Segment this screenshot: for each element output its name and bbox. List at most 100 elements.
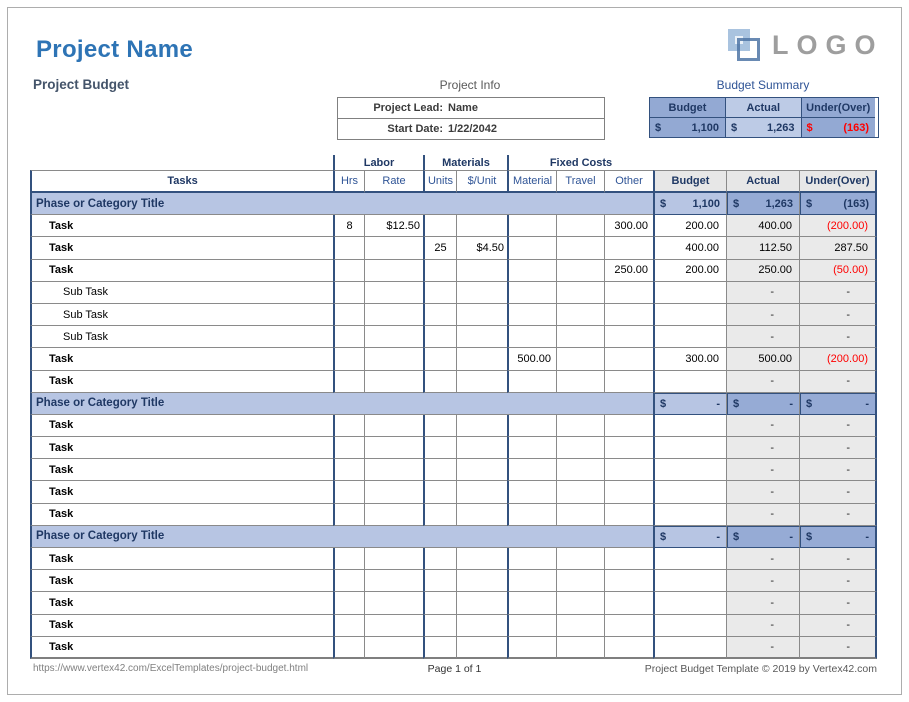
- subtask-hrs-cell[interactable]: [333, 326, 365, 349]
- phase-under-cell[interactable]: $ -: [800, 525, 877, 548]
- task-other-cell[interactable]: [605, 371, 653, 393]
- task-travel-cell[interactable]: [557, 548, 605, 571]
- project-lead-value[interactable]: Name: [448, 102, 478, 114]
- task-unit_cost-cell[interactable]: [457, 637, 507, 659]
- task-other-cell[interactable]: [605, 415, 653, 438]
- task-hrs-cell[interactable]: [333, 614, 365, 637]
- phase-budget-cell[interactable]: $ -: [653, 525, 727, 548]
- subtask-under-cell[interactable]: -: [800, 326, 877, 349]
- task-material-cell[interactable]: [507, 636, 557, 659]
- task-actual-cell[interactable]: 500.00: [727, 348, 800, 371]
- task-travel-cell[interactable]: [557, 614, 605, 637]
- task-unit_cost-cell[interactable]: [457, 592, 507, 615]
- task-material-cell[interactable]: 500.00: [507, 348, 557, 371]
- task-rate-cell[interactable]: [365, 348, 423, 371]
- task-label-cell[interactable]: Task: [30, 370, 333, 393]
- task-travel-cell[interactable]: [557, 259, 605, 282]
- subtask-budget-cell[interactable]: [653, 326, 727, 349]
- task-actual-cell[interactable]: -: [727, 414, 800, 438]
- task-travel-cell[interactable]: [557, 348, 605, 371]
- task-label-cell[interactable]: Task: [30, 570, 333, 593]
- task-travel-cell[interactable]: [557, 237, 605, 260]
- task-rate-cell[interactable]: [365, 415, 423, 438]
- task-other-cell[interactable]: [605, 548, 653, 571]
- task-under-cell[interactable]: -: [800, 503, 877, 526]
- task-budget-cell[interactable]: [653, 548, 727, 571]
- subtask-other-cell[interactable]: [605, 326, 653, 349]
- task-units-cell[interactable]: [423, 570, 457, 593]
- task-budget-cell[interactable]: [653, 636, 727, 659]
- task-rate-cell[interactable]: [365, 548, 423, 571]
- task-rate-cell[interactable]: [365, 481, 423, 504]
- task-under-cell[interactable]: -: [800, 636, 877, 659]
- subtask-unit_cost-cell[interactable]: [457, 282, 507, 304]
- subtask-label-cell[interactable]: Sub Task: [30, 326, 333, 349]
- subtask-other-cell[interactable]: [605, 304, 653, 327]
- task-under-cell[interactable]: 287.50: [800, 237, 877, 260]
- task-unit_cost-cell[interactable]: [457, 415, 507, 438]
- task-budget-cell[interactable]: 400.00: [653, 237, 727, 260]
- task-actual-cell[interactable]: -: [727, 481, 800, 504]
- subtask-other-cell[interactable]: [605, 282, 653, 304]
- task-units-cell[interactable]: [423, 370, 457, 393]
- task-other-cell[interactable]: 300.00: [605, 215, 653, 238]
- phase-actual-cell[interactable]: $1,263: [727, 193, 800, 216]
- task-hrs-cell[interactable]: [333, 414, 365, 438]
- task-under-cell[interactable]: -: [800, 370, 877, 393]
- subtask-hrs-cell[interactable]: [333, 303, 365, 327]
- task-actual-cell[interactable]: -: [727, 459, 800, 482]
- subtask-material-cell[interactable]: [507, 326, 557, 349]
- task-travel-cell[interactable]: [557, 503, 605, 526]
- task-other-cell[interactable]: [605, 570, 653, 593]
- task-hrs-cell[interactable]: 8: [333, 215, 365, 238]
- task-travel-cell[interactable]: [557, 481, 605, 504]
- task-budget-cell[interactable]: [653, 459, 727, 482]
- task-unit_cost-cell[interactable]: [457, 548, 507, 571]
- task-label-cell[interactable]: Task: [30, 481, 333, 504]
- task-label-cell[interactable]: Task: [30, 548, 333, 571]
- task-units-cell[interactable]: [423, 215, 457, 238]
- footer-url-link[interactable]: https://www.vertex42.com/ExcelTemplates/…: [33, 663, 309, 674]
- task-actual-cell[interactable]: 250.00: [727, 259, 800, 282]
- task-travel-cell[interactable]: [557, 215, 605, 238]
- task-actual-cell[interactable]: -: [727, 636, 800, 659]
- task-label-cell[interactable]: Task: [30, 614, 333, 637]
- task-budget-cell[interactable]: [653, 503, 727, 526]
- task-units-cell[interactable]: 25: [423, 237, 457, 260]
- task-other-cell[interactable]: [605, 615, 653, 637]
- phase-title-cell[interactable]: Phase or Category Title: [30, 193, 653, 216]
- task-material-cell[interactable]: [507, 570, 557, 593]
- task-under-cell[interactable]: -: [800, 570, 877, 593]
- task-units-cell[interactable]: [423, 503, 457, 526]
- subtask-under-cell[interactable]: -: [800, 303, 877, 327]
- task-travel-cell[interactable]: [557, 414, 605, 438]
- task-under-cell[interactable]: -: [800, 414, 877, 438]
- task-label-cell[interactable]: Task: [30, 259, 333, 282]
- task-label-cell[interactable]: Task: [30, 215, 333, 238]
- task-units-cell[interactable]: [423, 437, 457, 460]
- task-hrs-cell[interactable]: [333, 592, 365, 615]
- task-units-cell[interactable]: [423, 348, 457, 371]
- task-actual-cell[interactable]: -: [727, 548, 800, 571]
- subtask-unit_cost-cell[interactable]: [457, 304, 507, 327]
- task-budget-cell[interactable]: 200.00: [653, 215, 727, 238]
- task-units-cell[interactable]: [423, 481, 457, 504]
- task-budget-cell[interactable]: [653, 437, 727, 460]
- task-budget-cell[interactable]: [653, 592, 727, 615]
- subtask-units-cell[interactable]: [423, 303, 457, 327]
- task-rate-cell[interactable]: [365, 592, 423, 615]
- subtask-rate-cell[interactable]: [365, 282, 423, 304]
- task-rate-cell[interactable]: [365, 570, 423, 593]
- phase-title-cell[interactable]: Phase or Category Title: [30, 392, 653, 415]
- task-rate-cell[interactable]: [365, 504, 423, 526]
- task-travel-cell[interactable]: [557, 636, 605, 659]
- task-other-cell[interactable]: [605, 592, 653, 615]
- phase-actual-cell[interactable]: $ -: [727, 392, 800, 415]
- subtask-label-cell[interactable]: Sub Task: [30, 281, 333, 304]
- task-travel-cell[interactable]: [557, 437, 605, 460]
- subtask-actual-cell[interactable]: -: [727, 303, 800, 327]
- task-under-cell[interactable]: -: [800, 592, 877, 615]
- task-budget-cell[interactable]: 300.00: [653, 348, 727, 371]
- task-actual-cell[interactable]: 112.50: [727, 237, 800, 260]
- task-hrs-cell[interactable]: [333, 636, 365, 659]
